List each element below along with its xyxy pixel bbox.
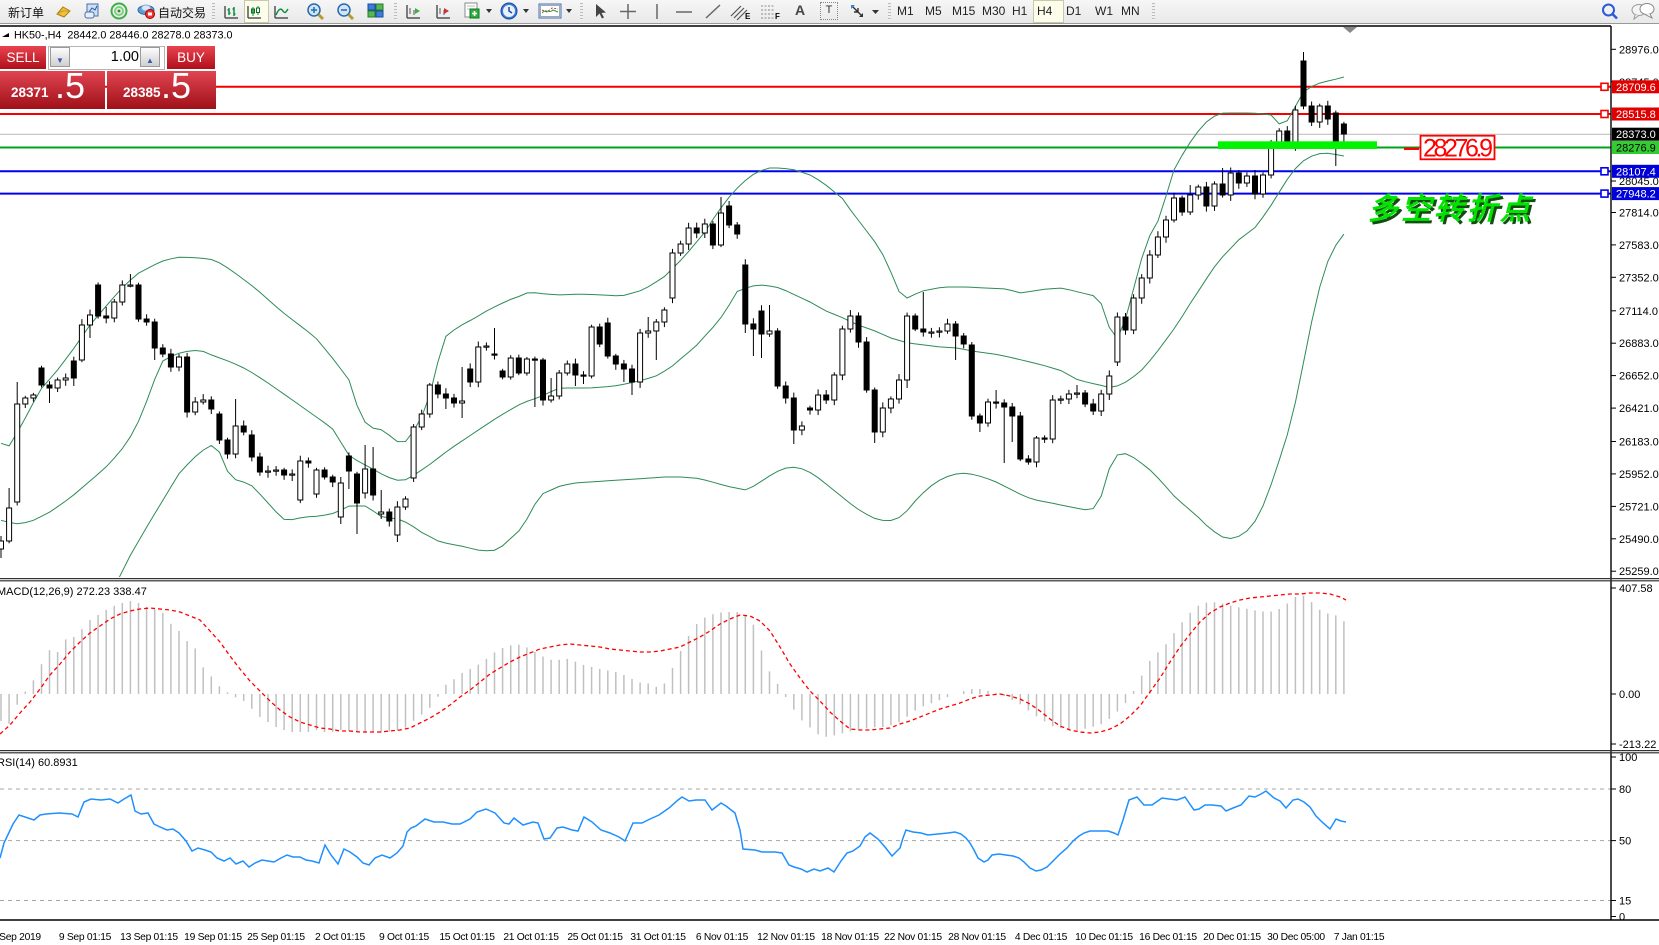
svg-text:HK50-,H4 28442.0 28446.0 2827: HK50-,H4 28442.0 28446.0 28278.0 28373.0	[14, 30, 233, 42]
svg-text:RSI(14) 60.8931: RSI(14) 60.8931	[0, 757, 78, 769]
svg-text:0.00: 0.00	[1619, 689, 1640, 701]
svg-text:25259.0: 25259.0	[1619, 566, 1659, 578]
svg-text:25 Oct 01:15: 25 Oct 01:15	[567, 932, 623, 943]
svg-text:27114.0: 27114.0	[1619, 306, 1658, 318]
svg-text:27352.0: 27352.0	[1619, 272, 1659, 284]
svg-text:27583.0: 27583.0	[1619, 240, 1659, 252]
svg-text:28276.9: 28276.9	[1423, 134, 1493, 162]
svg-text:28276.9: 28276.9	[1616, 143, 1656, 155]
svg-text:28976.0: 28976.0	[1619, 44, 1659, 56]
svg-text:407.58: 407.58	[1619, 583, 1653, 595]
svg-text:Sep 2019: Sep 2019	[0, 932, 41, 943]
svg-text:9 Sep 01:15: 9 Sep 01:15	[59, 932, 112, 943]
svg-text:0: 0	[1619, 912, 1625, 924]
svg-text:27948.2: 27948.2	[1616, 189, 1656, 201]
svg-text:26421.0: 26421.0	[1619, 403, 1659, 415]
svg-text:13 Sep 01:15: 13 Sep 01:15	[120, 932, 178, 943]
svg-text:多空转折点: 多空转折点	[1371, 196, 1537, 229]
svg-text:2 Oct 01:15: 2 Oct 01:15	[315, 932, 366, 943]
svg-text:30 Dec 05:00: 30 Dec 05:00	[1267, 932, 1325, 943]
svg-text:MACD(12,26,9) 272.23 338.47: MACD(12,26,9) 272.23 338.47	[0, 586, 147, 598]
svg-text:22 Nov 01:15: 22 Nov 01:15	[884, 932, 942, 943]
svg-text:25 Sep 01:15: 25 Sep 01:15	[247, 932, 305, 943]
svg-text:21 Oct 01:15: 21 Oct 01:15	[503, 932, 559, 943]
svg-text:27814.0: 27814.0	[1619, 208, 1659, 220]
svg-text:26183.0: 26183.0	[1619, 437, 1659, 449]
svg-text:19 Sep 01:15: 19 Sep 01:15	[184, 932, 242, 943]
svg-text:25490.0: 25490.0	[1619, 534, 1659, 546]
svg-text:15 Oct 01:15: 15 Oct 01:15	[439, 932, 495, 943]
svg-text:6 Nov 01:15: 6 Nov 01:15	[696, 932, 749, 943]
svg-text:25952.0: 25952.0	[1619, 469, 1659, 481]
svg-text:E: E	[745, 12, 751, 21]
svg-text:12 Nov 01:15: 12 Nov 01:15	[757, 932, 815, 943]
svg-text:28709.6: 28709.6	[1616, 82, 1656, 94]
svg-text:80: 80	[1619, 784, 1631, 796]
svg-text:18 Nov 01:15: 18 Nov 01:15	[821, 932, 879, 943]
svg-text:20 Dec 01:15: 20 Dec 01:15	[1203, 932, 1261, 943]
svg-text:50: 50	[1619, 836, 1631, 848]
svg-text:28107.4: 28107.4	[1616, 166, 1656, 178]
svg-text:16 Dec 01:15: 16 Dec 01:15	[1139, 932, 1197, 943]
svg-text:15: 15	[1619, 896, 1631, 908]
svg-text:31 Oct 01:15: 31 Oct 01:15	[630, 932, 686, 943]
svg-text:26883.0: 26883.0	[1619, 338, 1659, 350]
svg-text:100: 100	[1619, 752, 1637, 764]
svg-text:28515.8: 28515.8	[1616, 109, 1656, 121]
svg-text:4 Dec 01:15: 4 Dec 01:15	[1015, 932, 1068, 943]
svg-text:-213.22: -213.22	[1619, 739, 1656, 751]
svg-text:10 Dec 01:15: 10 Dec 01:15	[1075, 932, 1133, 943]
svg-text:28373.0: 28373.0	[1616, 129, 1656, 141]
svg-text:F: F	[775, 12, 780, 21]
svg-text:25721.0: 25721.0	[1619, 501, 1659, 513]
svg-text:28045.0: 28045.0	[1619, 176, 1659, 188]
svg-text:多空转折点: 多空转折点	[1368, 193, 1534, 226]
svg-text:7 Jan 01:15: 7 Jan 01:15	[1334, 932, 1385, 943]
svg-text:28 Nov 01:15: 28 Nov 01:15	[948, 932, 1006, 943]
svg-text:9 Oct 01:15: 9 Oct 01:15	[379, 932, 430, 943]
svg-text:26652.0: 26652.0	[1619, 371, 1659, 383]
